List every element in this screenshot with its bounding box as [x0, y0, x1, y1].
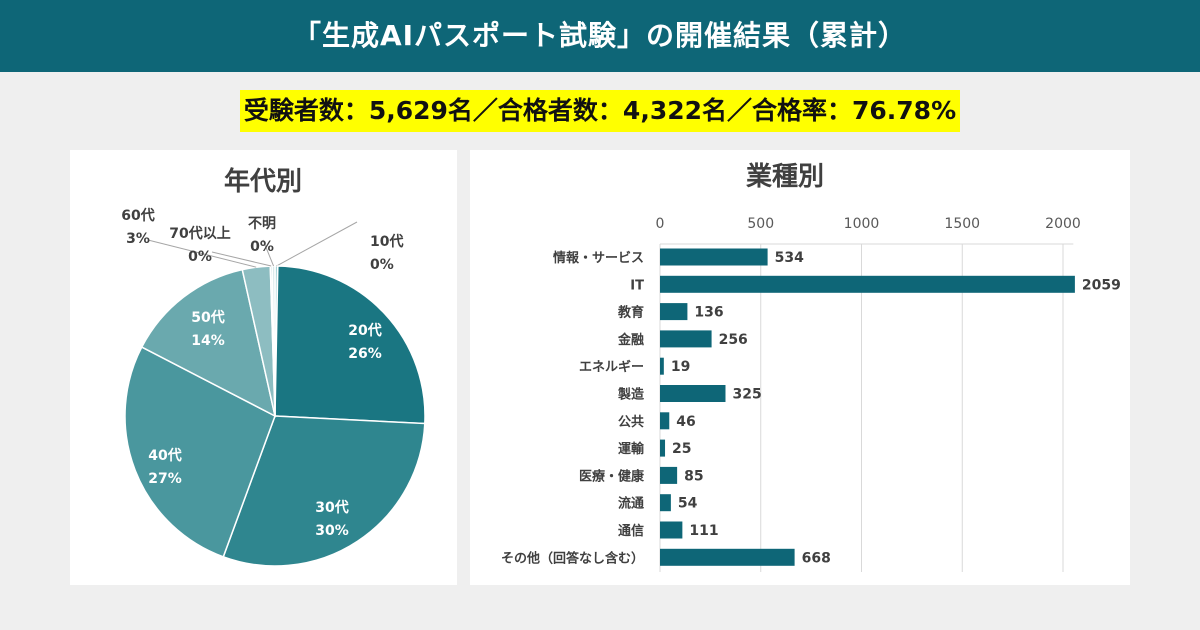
pie-leader-line — [276, 221, 358, 267]
bar — [660, 521, 683, 539]
bar-value-label: 256 — [719, 332, 748, 348]
industry-chart-title: 業種別 — [746, 162, 824, 192]
bar-value-label: 111 — [689, 523, 718, 539]
pie-slice-percent: 0% — [250, 239, 274, 255]
bar-value-label: 668 — [802, 550, 831, 566]
pie-slice-percent: 30% — [315, 523, 349, 539]
category-label: 流通 — [618, 496, 644, 512]
bar-value-label: 25 — [672, 441, 691, 457]
pie-slice — [274, 265, 426, 425]
pie-slice-label: 30代 — [315, 499, 348, 516]
category-label: 情報・サービス — [553, 250, 644, 266]
pie-slice-label: 50代 — [191, 309, 224, 326]
pie-slice-label: 70代以上 — [169, 225, 230, 242]
industry-chart-panel: 業種別 0 500 1000 1500 2000 情報・サービス 534 IT 2059 教育 13… — [470, 150, 1130, 585]
page-title: 「生成AIパスポート試験」の開催結果（累計） — [0, 0, 1200, 72]
bar — [660, 548, 795, 566]
pie-slice-percent: 3% — [126, 231, 150, 247]
x-tick-label: 2000 — [1045, 216, 1081, 232]
pie-leader-line — [147, 239, 257, 268]
age-chart-title: 年代別 — [224, 166, 302, 197]
x-tick-label: 0 — [656, 216, 665, 232]
pie-slice-label: 10代 — [370, 233, 403, 250]
pie-slice — [271, 265, 276, 417]
category-label: 運輸 — [618, 441, 645, 457]
category-label: その他（回答なし含む） — [501, 550, 644, 566]
industry-bar-chart: 業種別 0 500 1000 1500 2000 情報・サービス 534 IT 2059 教育 13… — [501, 162, 1121, 572]
bar-value-label: 54 — [678, 496, 698, 512]
pie-slice — [124, 346, 276, 558]
category-label: 公共 — [618, 414, 644, 430]
pie-slice — [140, 268, 277, 418]
pie-slice-percent: 0% — [370, 257, 394, 273]
bar — [660, 330, 712, 348]
bar-value-label: 2059 — [1082, 277, 1121, 293]
category-label: 医療・健康 — [579, 468, 645, 484]
bar — [660, 494, 671, 512]
bar-value-label: 46 — [676, 414, 695, 430]
x-tick-label: 500 — [747, 216, 774, 232]
pie-slice — [222, 415, 426, 567]
age-pie-chart: 年代別 10代 0% 20代 26% 30代 30% 40代 27% 50代 14% 60代 3% 70… — [121, 166, 426, 567]
bar — [660, 385, 726, 402]
pie-slice-percent: 27% — [148, 471, 182, 487]
bar — [660, 275, 1075, 293]
pie-slice-percent: 0% — [188, 249, 212, 265]
category-label: 金融 — [617, 332, 644, 348]
pie-slice-label: 40代 — [148, 447, 181, 464]
bar — [660, 248, 768, 266]
bar — [660, 303, 688, 321]
pie-slice-label: 60代 — [121, 207, 154, 224]
x-tick-label: 1500 — [944, 216, 980, 232]
bar — [660, 466, 678, 484]
category-label: 教育 — [617, 305, 644, 321]
pie-leader-line — [211, 251, 272, 267]
bar-value-label: 136 — [694, 305, 723, 321]
pie-slice-percent: 26% — [348, 346, 382, 362]
bar — [660, 357, 664, 375]
category-label: 製造 — [617, 387, 645, 403]
category-label: エネルギー — [579, 359, 644, 375]
bar-value-label: 534 — [775, 250, 804, 266]
bar — [660, 439, 666, 457]
bar — [660, 412, 670, 430]
bar-value-label: 85 — [684, 468, 703, 484]
pie-slice-label: 不明 — [248, 216, 276, 232]
summary-text: 受験者数：5,629名／合格者数：4,322名／合格率：76.78% — [239, 90, 961, 132]
summary-banner: 受験者数：5,629名／合格者数：4,322名／合格率：76.78% — [0, 90, 1200, 132]
category-label: 通信 — [618, 523, 644, 539]
bar-value-label: 325 — [732, 387, 761, 403]
pie-leader-line — [262, 239, 275, 267]
pie-slice-percent: 14% — [191, 333, 225, 349]
age-chart-panel: 年代別 10代 0% 20代 26% 30代 30% 40代 27% 50代 14% 60代 3% 70… — [70, 150, 457, 585]
category-label: IT — [630, 278, 644, 293]
bar-value-label: 19 — [671, 359, 690, 375]
pie-slice-label: 20代 — [348, 322, 381, 339]
x-tick-label: 1000 — [844, 216, 880, 232]
